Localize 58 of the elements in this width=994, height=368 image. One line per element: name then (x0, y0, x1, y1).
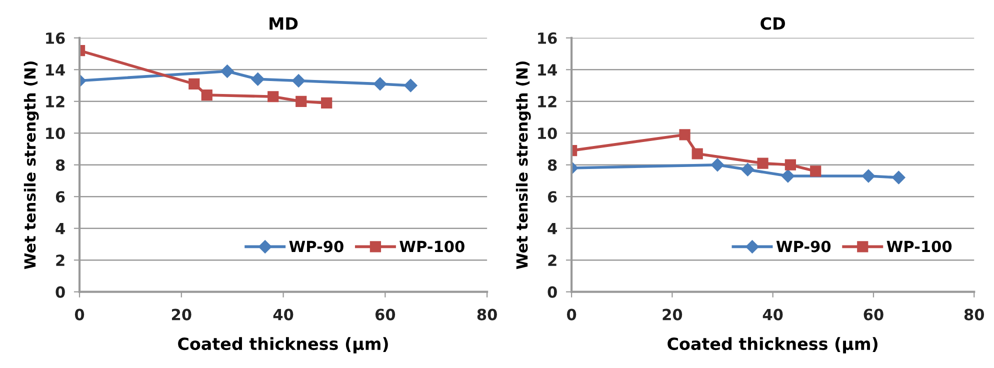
x-tick-label: 0 (74, 308, 84, 320)
x-tick-label: 20 (662, 308, 682, 320)
y-tick-label: 4 (56, 223, 65, 234)
y-axis-title: Wet tensile strength (N) (24, 61, 39, 270)
legend-label: WP-90 (776, 240, 831, 252)
point (710, 158, 724, 172)
legend-label: WP-100 (886, 240, 952, 252)
point (296, 96, 307, 107)
x-tick-label: 80 (477, 308, 497, 320)
y-axis-title: Wet tensile strength (N) (516, 61, 531, 270)
point (251, 72, 264, 86)
x-axis-title: Coated thickness (μm) (178, 337, 388, 354)
y-tick-label: 6 (56, 191, 65, 203)
y-tick-label: 0 (56, 286, 65, 298)
point (679, 129, 690, 140)
point (741, 163, 754, 176)
y-tick-label: 2 (548, 254, 556, 266)
point (188, 78, 200, 90)
y-tick-label: 4 (548, 223, 557, 234)
y-tick-label: 14 (46, 64, 65, 76)
point (292, 74, 306, 88)
chart-title: MD (270, 17, 298, 30)
point (810, 166, 822, 177)
y-tick-label: 0 (548, 286, 557, 298)
y-tick-label: 2 (56, 254, 64, 266)
y-tick-label: 16 (538, 32, 557, 44)
y-tick-label: 16 (46, 32, 65, 44)
x-tick-label: 60 (375, 308, 396, 320)
x-tick-label: 60 (864, 308, 884, 320)
y-tick-label: 6 (548, 191, 557, 203)
x-tick-label: 40 (273, 308, 294, 320)
x-tick-label: 20 (172, 308, 192, 320)
y-tick-label: 10 (538, 128, 557, 140)
point (781, 169, 795, 183)
legend-label: WP-100 (400, 240, 464, 252)
point (321, 97, 332, 109)
y-tick-label: 10 (46, 128, 65, 140)
x-tick-label: 40 (762, 308, 783, 320)
x-tick-label: 80 (964, 308, 984, 320)
y-tick-label: 8 (548, 159, 557, 171)
point (892, 170, 906, 184)
y-tick-label: 12 (538, 96, 556, 108)
y-tick-label: 14 (538, 64, 557, 76)
x-tick-label: 0 (566, 308, 576, 320)
y-tick-label: 12 (46, 96, 64, 108)
point (268, 91, 279, 102)
point (220, 64, 234, 78)
chart-title: CD (760, 17, 785, 30)
point (404, 78, 418, 92)
point (784, 159, 796, 170)
point (373, 77, 387, 91)
point (862, 169, 876, 183)
x-axis-title: Coated thickness (μm) (668, 337, 878, 354)
legend-label: WP-90 (289, 240, 344, 252)
point (692, 148, 703, 160)
point (757, 158, 768, 169)
y-tick-label: 8 (56, 159, 65, 171)
point (201, 89, 212, 101)
